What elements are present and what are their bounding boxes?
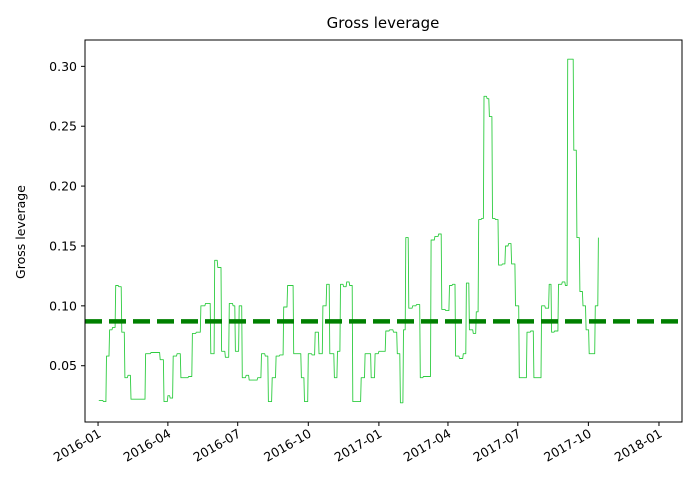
x-tick-label: 2016-04 (121, 426, 174, 465)
axes: 0.05 0.10 0.15 0.20 0.25 0.30 2016-01 2016-04 20… (49, 39, 683, 465)
y-tick-label: 0.10 (49, 298, 77, 313)
y-tick-label: 0.15 (49, 238, 77, 253)
y-tick-label: 0.20 (49, 179, 77, 194)
y-tick-label: 0.25 (49, 119, 77, 134)
x-tick-label: 2016-01 (51, 426, 104, 465)
x-tick-label: 2017-10 (541, 426, 594, 465)
x-tick-label: 2016-10 (261, 426, 314, 465)
series-line-0 (98, 58, 599, 404)
y-tick-label: 0.05 (49, 358, 77, 373)
plot-frame (84, 39, 683, 423)
x-tick-label: 2017-01 (332, 426, 385, 465)
x-tick-label: 2016-07 (190, 426, 243, 465)
chart-title: Gross leverage (327, 14, 440, 32)
x-tick-label: 2018-01 (612, 426, 665, 465)
y-tick-label: 0.30 (49, 59, 77, 74)
plot-area (85, 58, 682, 404)
x-tick-label: 2017-07 (471, 426, 524, 465)
y-axis-label: Gross leverage (13, 185, 28, 279)
x-tick-label: 2017-04 (401, 426, 454, 465)
